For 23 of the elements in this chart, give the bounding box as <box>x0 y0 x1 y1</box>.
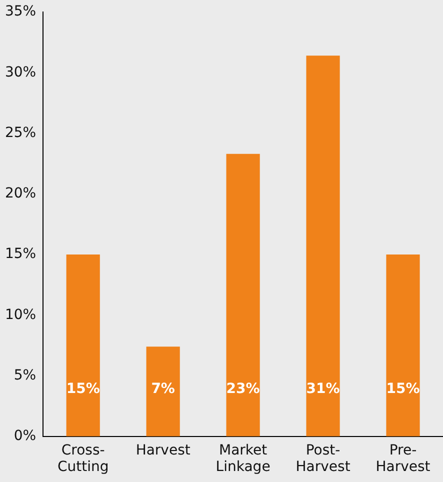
x-tick-label: Market Linkage <box>216 442 270 476</box>
bar <box>146 346 180 436</box>
data-label: 15% <box>386 381 420 398</box>
bar <box>386 254 420 436</box>
data-label: 7% <box>151 381 175 398</box>
y-tick-label: 35% <box>4 4 36 20</box>
y-tick-label: 15% <box>4 246 36 262</box>
x-tick-label: Pre-Harvest <box>376 442 431 476</box>
y-tick-label: 10% <box>4 306 36 323</box>
x-tick-label: Post-Harvest <box>296 442 351 476</box>
bar <box>226 154 260 436</box>
y-tick-label: 25% <box>4 124 36 141</box>
data-label: 31% <box>306 381 340 398</box>
y-tick-label: 30% <box>4 64 36 80</box>
y-tick-label: 5% <box>14 367 36 384</box>
data-label: 23% <box>226 381 260 398</box>
x-tick-label: Cross-Cutting <box>57 442 109 476</box>
data-label: 15% <box>66 381 100 398</box>
y-tick-label: 20% <box>4 186 36 202</box>
bar <box>306 56 340 436</box>
x-tick-label: Harvest <box>136 442 191 458</box>
bar <box>66 254 100 436</box>
y-tick-label: 0% <box>14 428 36 444</box>
